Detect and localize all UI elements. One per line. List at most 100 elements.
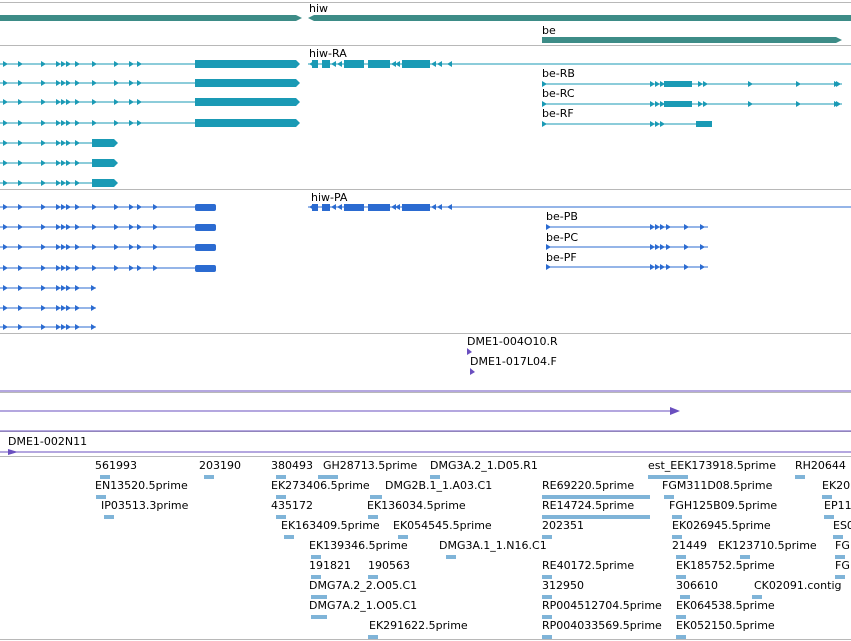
est-glyph[interactable] xyxy=(542,615,552,619)
clone-label-017l04[interactable]: DME1-017L04.F xyxy=(470,355,557,368)
est-glyph[interactable] xyxy=(795,475,805,479)
est-label[interactable]: EK123710.5prime xyxy=(718,539,817,552)
est-glyph[interactable] xyxy=(676,575,686,579)
clone-marker-004o10[interactable] xyxy=(467,348,472,355)
est-glyph[interactable] xyxy=(822,495,832,499)
est-glyph[interactable] xyxy=(672,515,682,519)
est-glyph[interactable] xyxy=(368,575,378,579)
est-glyph[interactable] xyxy=(752,595,762,599)
est-glyph[interactable] xyxy=(835,555,845,559)
protein-label-be-pc[interactable]: be-PC xyxy=(546,231,579,244)
est-label[interactable]: FGH125B09.5prime xyxy=(669,499,778,512)
est-label[interactable]: EK136034.5prime xyxy=(367,499,466,512)
est-label[interactable]: 561993 xyxy=(95,459,137,472)
est-glyph[interactable] xyxy=(370,495,382,499)
est-glyph[interactable] xyxy=(96,495,106,499)
est-glyph[interactable] xyxy=(311,575,321,579)
est-label[interactable]: RE14724.5prime xyxy=(542,499,635,512)
est-glyph[interactable] xyxy=(276,495,286,499)
est-glyph[interactable] xyxy=(676,555,686,559)
est-glyph[interactable] xyxy=(430,475,440,479)
gene-hiw-left-bar[interactable] xyxy=(0,15,296,21)
est-label[interactable]: RE69220.5prime xyxy=(542,479,635,492)
est-label[interactable]: EK185752.5prime xyxy=(676,559,775,572)
est-label[interactable]: 190563 xyxy=(368,559,410,572)
est-label[interactable]: 435172 xyxy=(271,499,313,512)
protein-label-be-pf[interactable]: be-PF xyxy=(546,251,577,264)
est-label[interactable]: DMG2B.1_1.A03.C1 xyxy=(385,479,493,492)
est-label[interactable]: FG xyxy=(835,539,850,552)
est-glyph[interactable] xyxy=(542,635,552,639)
est-glyph[interactable] xyxy=(276,515,286,519)
est-glyph[interactable] xyxy=(680,595,690,599)
clone-marker-002n11[interactable] xyxy=(8,449,18,455)
mrna-label-hiw-ra[interactable]: hiw-RA xyxy=(309,47,347,60)
mrna-label-be-rb[interactable]: be-RB xyxy=(542,67,575,80)
est-label[interactable]: 306610 xyxy=(676,579,718,592)
est-glyph[interactable] xyxy=(833,535,843,539)
est-glyph[interactable] xyxy=(368,515,378,519)
est-glyph[interactable] xyxy=(664,495,674,499)
est-label[interactable]: DMG7A.2_1.O05.C1 xyxy=(309,599,418,612)
protein-label-be-pb[interactable]: be-PB xyxy=(546,210,578,223)
est-label[interactable]: 203190 xyxy=(199,459,241,472)
mrna-label-be-rf[interactable]: be-RF xyxy=(542,107,574,120)
est-label[interactable]: GH28713.5prime xyxy=(323,459,418,472)
est-glyph[interactable] xyxy=(835,575,845,579)
est-glyph[interactable] xyxy=(284,535,294,539)
mrna-label-be-rc[interactable]: be-RC xyxy=(542,87,575,100)
gene-hiw-bar[interactable] xyxy=(314,15,851,21)
est-label[interactable]: EN13520.5prime xyxy=(95,479,188,492)
gene-label-hiw[interactable]: hiw xyxy=(309,2,329,15)
est-label[interactable]: ES0 xyxy=(833,519,851,532)
est-label[interactable]: 202351 xyxy=(542,519,584,532)
gene-be-bar[interactable] xyxy=(542,37,836,43)
est-glyph[interactable] xyxy=(100,475,110,479)
est-glyph[interactable] xyxy=(318,475,338,479)
clone-label-004o10[interactable]: DME1-004O10.R xyxy=(467,335,558,348)
est-label[interactable]: CK02091.contig xyxy=(754,579,842,592)
est-label[interactable]: EK052150.5prime xyxy=(676,619,775,632)
est-label[interactable]: EK054545.5prime xyxy=(393,519,492,532)
est-label[interactable]: 312950 xyxy=(542,579,584,592)
clone-label-002n11[interactable]: DME1-002N11 xyxy=(8,435,88,448)
est-label[interactable]: RP004512704.5prime xyxy=(542,599,662,612)
est-glyph[interactable] xyxy=(676,615,686,619)
est-label[interactable]: DMG3A.2_1.D05.R1 xyxy=(430,459,538,472)
est-glyph[interactable] xyxy=(368,635,378,639)
gene-label-be[interactable]: be xyxy=(542,24,556,37)
est-label[interactable]: EK139346.5prime xyxy=(309,539,408,552)
est-glyph[interactable] xyxy=(311,595,327,599)
est-label[interactable]: 380493 xyxy=(271,459,313,472)
est-glyph[interactable] xyxy=(311,615,327,619)
protein-label-hiw-pa[interactable]: hiw-PA xyxy=(311,191,348,204)
est-label[interactable]: EK026945.5prime xyxy=(672,519,771,532)
est-label[interactable]: 21449 xyxy=(672,539,707,552)
est-label[interactable]: IP03513.3prime xyxy=(101,499,189,512)
est-glyph[interactable] xyxy=(740,555,750,559)
est-label[interactable]: RH20644 xyxy=(795,459,846,472)
est-glyph[interactable] xyxy=(676,635,686,639)
est-label[interactable]: DMG7A.2_2.O05.C1 xyxy=(309,579,418,592)
est-label[interactable]: 191821 xyxy=(309,559,351,572)
est-glyph[interactable] xyxy=(104,515,114,519)
est-label[interactable]: EK064538.5prime xyxy=(676,599,775,612)
est-label[interactable]: EK291622.5prime xyxy=(369,619,468,632)
est-glyph[interactable] xyxy=(672,535,682,539)
est-label[interactable]: RE40172.5prime xyxy=(542,559,635,572)
est-glyph[interactable] xyxy=(276,475,286,479)
est-glyph[interactable] xyxy=(311,555,321,559)
clone-marker-017l04[interactable] xyxy=(470,368,475,375)
est-glyph[interactable] xyxy=(446,555,456,559)
est-label[interactable]: FGM311D08.5prime xyxy=(662,479,773,492)
est-glyph[interactable] xyxy=(398,535,408,539)
est-label[interactable]: FG xyxy=(835,559,850,572)
est-glyph[interactable] xyxy=(542,535,552,539)
est-label[interactable]: EK20 xyxy=(822,479,851,492)
est-glyph[interactable] xyxy=(824,515,834,519)
est-label[interactable]: EP11 xyxy=(824,499,851,512)
est-label[interactable]: EK163409.5prime xyxy=(281,519,380,532)
est-glyph[interactable] xyxy=(204,475,214,479)
est-label[interactable]: DMG3A.1_1.N16.C1 xyxy=(439,539,547,552)
est-glyph[interactable] xyxy=(542,595,552,599)
